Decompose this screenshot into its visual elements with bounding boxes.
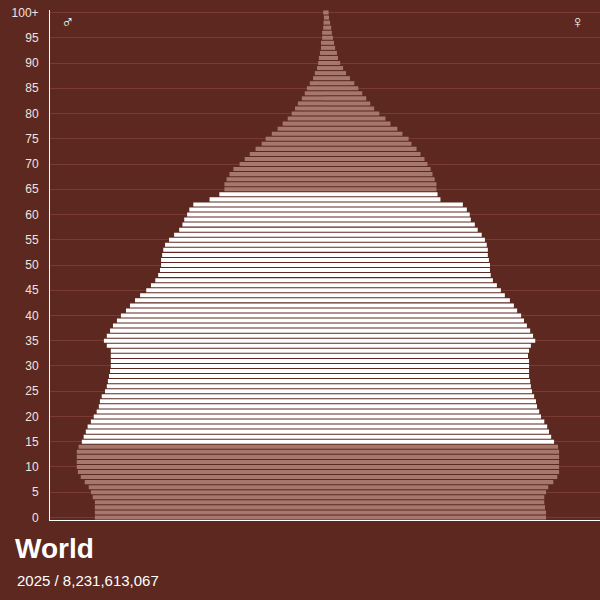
svg-text:30: 30 [25,359,39,373]
svg-text:80: 80 [25,107,39,121]
svg-text:5: 5 [32,485,39,499]
svg-text:♀: ♀ [571,12,585,32]
svg-text:♂: ♂ [61,12,75,32]
svg-text:55: 55 [25,233,39,247]
svg-text:90: 90 [25,56,39,70]
svg-text:95: 95 [25,31,39,45]
svg-text:World: World [15,533,94,564]
svg-text:10: 10 [25,460,39,474]
svg-text:15: 15 [25,435,39,449]
svg-text:70: 70 [25,157,39,171]
svg-text:20: 20 [25,410,39,424]
svg-text:40: 40 [25,309,39,323]
svg-text:50: 50 [25,258,39,272]
svg-text:35: 35 [25,334,39,348]
svg-text:75: 75 [25,132,39,146]
svg-text:45: 45 [25,283,39,297]
svg-text:2025 / 8,231,613,067: 2025 / 8,231,613,067 [17,572,159,589]
svg-text:65: 65 [25,182,39,196]
svg-text:60: 60 [25,208,39,222]
svg-text:100+: 100+ [12,6,39,20]
svg-text:0: 0 [32,511,39,525]
svg-text:25: 25 [25,384,39,398]
svg-text:85: 85 [25,81,39,95]
